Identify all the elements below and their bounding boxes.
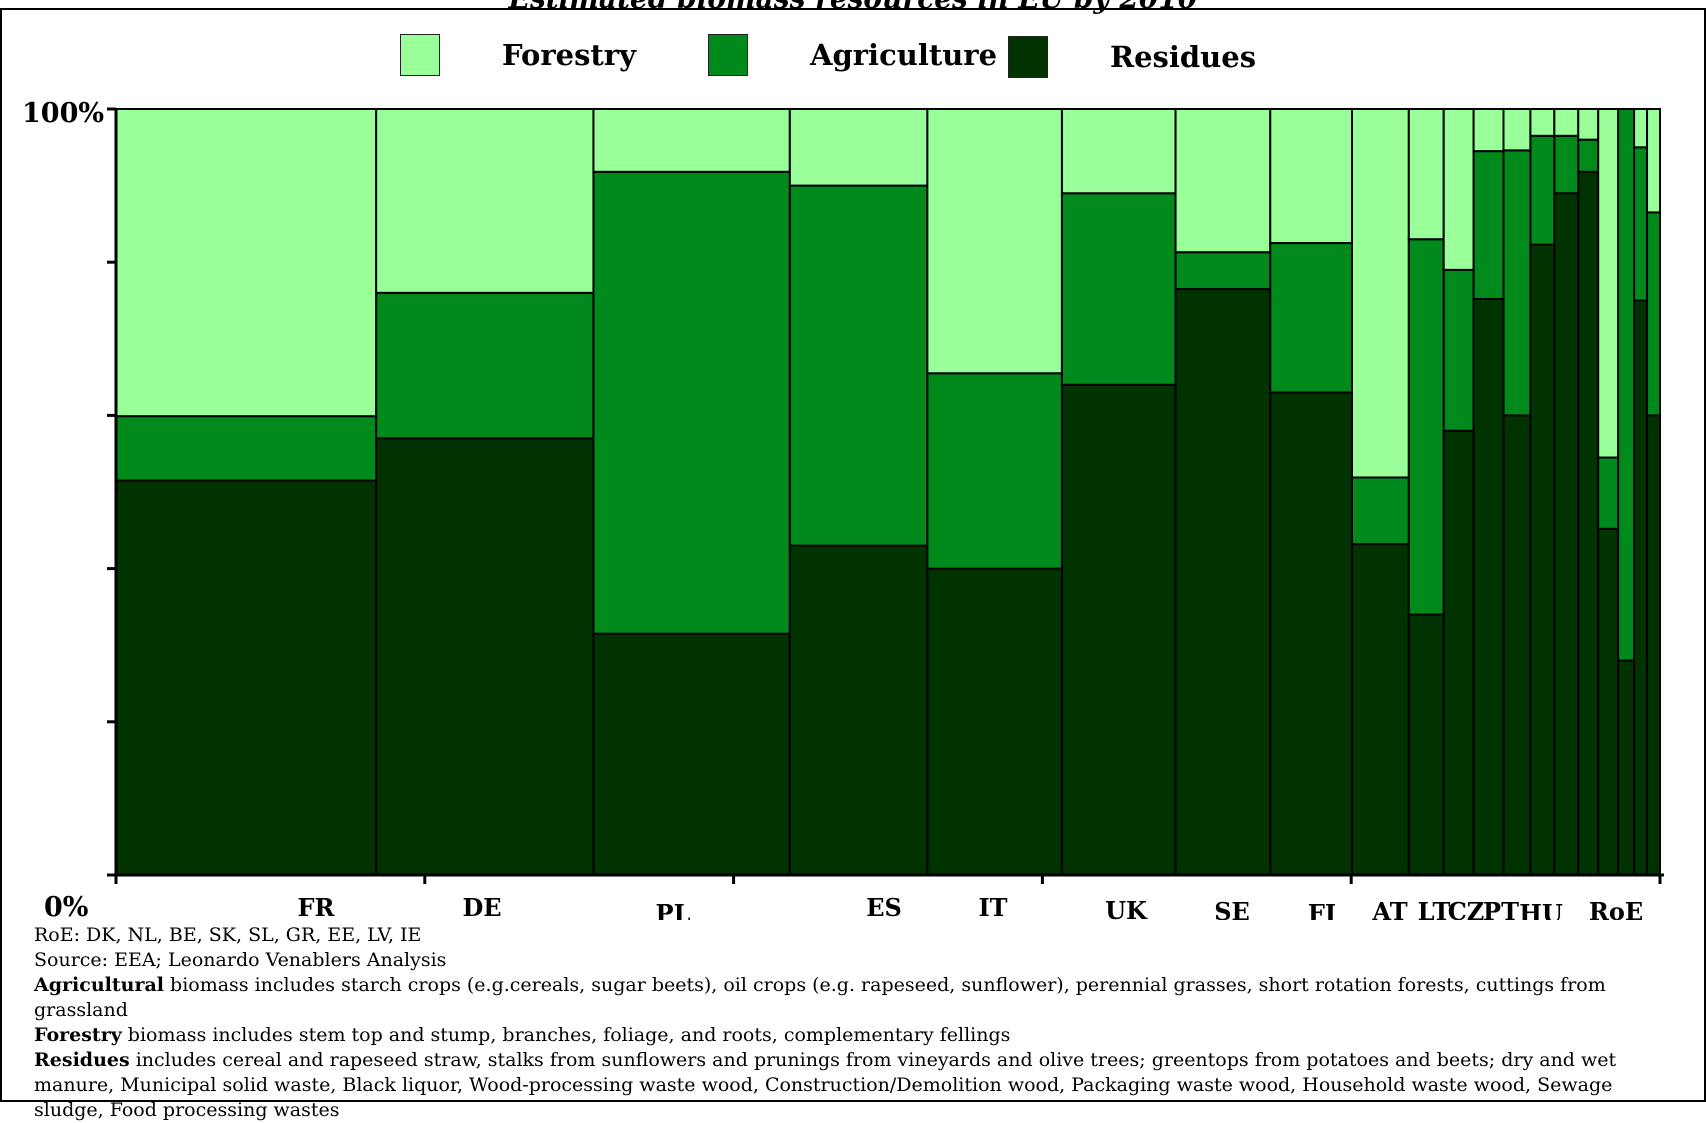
- bar-lt-residues: [1407, 613, 1445, 876]
- bar-pl-residues: [592, 632, 791, 877]
- bar-roe-forestry: [1597, 108, 1620, 459]
- note-agricultural-text: biomass includes starch crops (e.g.cerea…: [34, 974, 1606, 1021]
- bar-uk-forestry: [1060, 108, 1177, 195]
- bar-de-forestry: [375, 108, 595, 294]
- bar-se-residues: [1174, 288, 1272, 876]
- bar-fr-forestry: [115, 108, 378, 418]
- legend-swatch-agriculture: [708, 34, 748, 76]
- bar-seg19-residues: [1646, 414, 1662, 876]
- bar-fi-agriculture: [1269, 242, 1353, 394]
- bar-at-forestry: [1350, 108, 1410, 479]
- bar-at-residues: [1350, 543, 1410, 876]
- x-label-hu: HU: [1519, 899, 1563, 920]
- bar-seg15-residues: [1577, 170, 1600, 876]
- bar-pl-agriculture: [592, 170, 791, 635]
- x-label-de: DE: [462, 893, 501, 920]
- legend-item-agriculture: Agriculture: [708, 34, 997, 76]
- chart-notes: RoE: DK, NL, BE, SK, SL, GR, EE, LV, IE …: [34, 923, 1674, 1123]
- bar-fr-residues: [115, 479, 378, 876]
- note-residues-text: includes cereal and rapeseed straw, stal…: [34, 1049, 1617, 1121]
- bar-pl-forestry: [592, 108, 791, 173]
- bar-it-forestry: [926, 108, 1063, 375]
- bar-seg14-residues: [1553, 192, 1580, 876]
- bar-es-forestry: [788, 108, 929, 187]
- bar-seg19-forestry: [1646, 108, 1662, 214]
- note-forestry-term: Forestry: [34, 1024, 122, 1046]
- bar-cz-residues: [1442, 429, 1475, 876]
- bar-fi-residues: [1269, 391, 1353, 876]
- bar-seg13-residues: [1529, 243, 1556, 877]
- legend-label-forestry: Forestry: [502, 38, 636, 72]
- bar-seg17-agriculture: [1617, 108, 1636, 662]
- bar-pt-residues: [1472, 297, 1505, 876]
- x-label-fr: FR: [298, 893, 336, 920]
- bar-seg15-agriculture: [1577, 138, 1600, 173]
- bar-roe-residues: [1597, 527, 1620, 876]
- bar-se-agriculture: [1174, 251, 1272, 291]
- y-label-top: 100%: [22, 98, 104, 129]
- x-label-roe: RoE: [1589, 897, 1643, 920]
- bar-uk-residues: [1060, 383, 1177, 876]
- note-residues: Residues includes cereal and rapeseed st…: [34, 1048, 1674, 1123]
- x-label-se: SE: [1214, 897, 1250, 920]
- bar-es-agriculture: [788, 184, 929, 547]
- x-label-uk: UK: [1105, 896, 1148, 920]
- bar-hu-residues: [1502, 414, 1532, 876]
- bar-at-agriculture: [1350, 476, 1410, 546]
- legend-item-residues: Residues: [1008, 36, 1256, 78]
- note-residues-term: Residues: [34, 1049, 130, 1071]
- bar-it-residues: [926, 567, 1063, 876]
- bar-seg18-forestry: [1633, 108, 1649, 149]
- bar-seg18-residues: [1633, 299, 1649, 876]
- x-label-fi: FI: [1308, 899, 1336, 920]
- legend-swatch-forestry: [400, 34, 440, 76]
- note-roe: RoE: DK, NL, BE, SK, SL, GR, EE, LV, IE: [34, 924, 422, 946]
- x-label-at: AT: [1371, 897, 1407, 920]
- legend-label-residues: Residues: [1110, 40, 1257, 74]
- bar-uk-agriculture: [1060, 192, 1177, 386]
- bar-hu-agriculture: [1502, 149, 1532, 417]
- bar-lt-forestry: [1407, 108, 1445, 241]
- chart-title: Estimated biomass resources in EU by 201…: [0, 0, 1706, 15]
- note-forestry-text: biomass includes stem top and stump, bra…: [121, 1024, 1011, 1046]
- legend-label-agriculture: Agriculture: [810, 38, 998, 72]
- bar-es-residues: [788, 544, 929, 876]
- bar-se-forestry: [1174, 108, 1272, 254]
- bar-hu-forestry: [1502, 108, 1532, 152]
- x-label-lt: LT: [1418, 897, 1451, 920]
- note-agricultural-term: Agricultural: [34, 974, 164, 996]
- bar-fi-forestry: [1269, 108, 1353, 245]
- bar-cz-agriculture: [1442, 268, 1475, 432]
- x-label-it: IT: [978, 893, 1007, 920]
- y-label-bottom: 0%: [44, 892, 88, 920]
- note-agricultural: Agricultural biomass includes starch cro…: [34, 973, 1674, 1023]
- bar-roe-agriculture: [1597, 456, 1620, 530]
- bar-seg18-agriculture: [1633, 146, 1649, 302]
- bar-fr-agriculture: [115, 415, 378, 482]
- x-label-cz: CZ: [1448, 897, 1485, 920]
- bar-seg15-forestry: [1577, 108, 1600, 141]
- bar-seg13-forestry: [1529, 108, 1556, 137]
- note-forestry: Forestry biomass includes stem top and s…: [34, 1023, 1674, 1048]
- x-label-pl: PL: [656, 899, 691, 920]
- bar-de-residues: [375, 437, 595, 876]
- bar-cz-forestry: [1442, 108, 1475, 271]
- note-source: Source: EEA; Leonardo Venablers Analysis: [34, 949, 447, 971]
- bar-seg13-agriculture: [1529, 134, 1556, 246]
- bar-seg19-agriculture: [1646, 211, 1662, 417]
- bar-seg17-residues: [1617, 659, 1636, 877]
- x-label-pt: PT: [1483, 897, 1519, 920]
- legend-item-forestry: Forestry: [400, 34, 636, 76]
- bar-seg14-agriculture: [1553, 134, 1580, 195]
- bar-lt-agriculture: [1407, 238, 1445, 616]
- bar-de-agriculture: [375, 291, 595, 440]
- bar-it-agriculture: [926, 372, 1063, 570]
- bar-pt-forestry: [1472, 108, 1505, 153]
- bar-pt-agriculture: [1472, 150, 1505, 300]
- bar-seg14-forestry: [1553, 108, 1580, 137]
- legend-swatch-residues: [1008, 36, 1048, 78]
- x-label-es: ES: [866, 893, 902, 920]
